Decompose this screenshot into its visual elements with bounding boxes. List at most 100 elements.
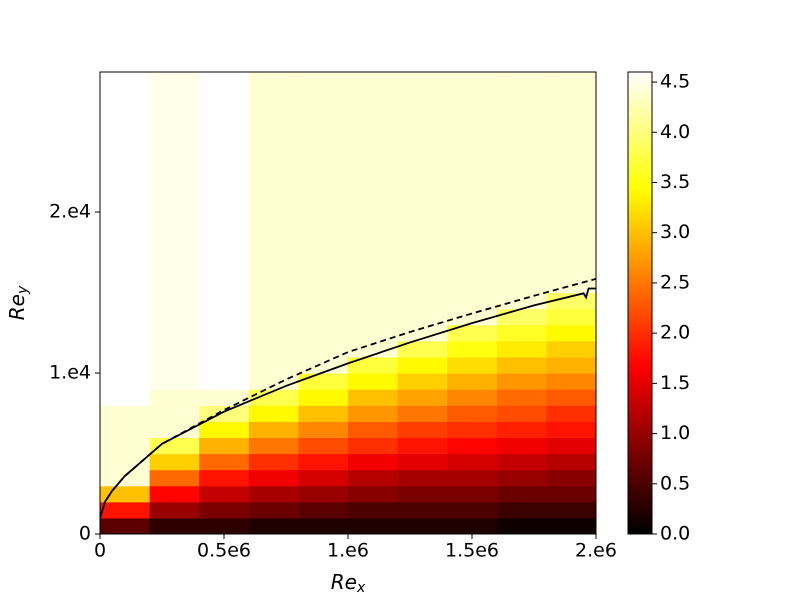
field-cell <box>248 485 299 503</box>
field-cell <box>100 292 151 310</box>
field-cell <box>248 147 299 213</box>
field-cell <box>496 276 547 294</box>
colorbar-tick-label: 1.5 <box>660 372 690 394</box>
field-cell <box>149 437 200 455</box>
field-cell <box>199 453 250 471</box>
field-cell <box>248 389 299 406</box>
field-cell <box>348 453 399 471</box>
x-tick-label: 1.e6 <box>327 540 369 562</box>
field-cell <box>447 212 498 278</box>
field-cell <box>397 517 448 534</box>
field-cell <box>199 517 250 534</box>
y-tick-label: 2.e4 <box>49 201 91 223</box>
field-cell <box>447 469 498 487</box>
field-cell <box>447 324 498 342</box>
field-cell <box>348 292 399 310</box>
contour-line <box>100 287 596 519</box>
field-cell <box>248 212 299 278</box>
field-cell <box>447 517 498 534</box>
field-cell <box>248 501 299 519</box>
field-cell <box>447 453 498 471</box>
field-cell <box>100 324 151 342</box>
field-cell <box>298 405 349 422</box>
field-cell <box>348 147 399 213</box>
field-cell <box>496 437 547 455</box>
field-cell <box>298 437 349 455</box>
field-cell <box>298 356 349 374</box>
field-cell <box>199 485 250 503</box>
field-cell <box>496 517 547 534</box>
field-cell <box>496 72 547 149</box>
field-cell <box>546 308 596 326</box>
field-cell <box>447 308 498 326</box>
colorbar-tick-label: 4.0 <box>660 121 690 143</box>
field-cell <box>100 469 151 487</box>
y-tick-label: 1.e4 <box>49 362 91 384</box>
field-cell <box>199 292 250 310</box>
colorbar-tick-label: 0.5 <box>660 472 690 494</box>
field-cell <box>149 485 200 503</box>
field-cell <box>298 276 349 294</box>
field-cell <box>248 405 299 422</box>
field-cell <box>298 292 349 310</box>
field-cell <box>248 437 299 455</box>
field-cell <box>348 373 399 390</box>
field-cell <box>100 517 151 534</box>
field-cell <box>496 469 547 487</box>
field-cell <box>298 147 349 213</box>
field-cell <box>149 276 200 294</box>
field-cell <box>546 356 596 374</box>
field-cell <box>100 72 151 149</box>
field-cell <box>298 324 349 342</box>
field-cell <box>298 72 349 149</box>
colorbar-tick-label: 1.0 <box>660 422 690 444</box>
field-cell <box>149 421 200 439</box>
field-cell <box>199 324 250 342</box>
colorbar-tick-label: 3.5 <box>660 171 690 193</box>
field-cell <box>100 405 151 422</box>
field-cell <box>199 437 250 455</box>
field-cell <box>397 324 448 342</box>
field-cell <box>298 340 349 358</box>
field-cell <box>298 308 349 326</box>
field-cell <box>199 356 250 374</box>
field-cell <box>546 421 596 439</box>
field-cell <box>397 469 448 487</box>
field-cell <box>298 485 349 503</box>
field-cell <box>546 373 596 390</box>
colorbar-tick-label: 3.0 <box>660 221 690 243</box>
field-cell <box>397 373 448 390</box>
field-cell <box>496 340 547 358</box>
field-cell <box>248 469 299 487</box>
x-tick-label: 1.5e6 <box>445 540 499 562</box>
y-tick-label: 0 <box>79 523 91 545</box>
field-cell <box>496 485 547 503</box>
field-cell <box>348 72 399 149</box>
field-cell <box>199 389 250 406</box>
field-cell <box>348 356 399 374</box>
colorbar-tick-label: 4.5 <box>660 71 690 93</box>
field-cell <box>546 405 596 422</box>
field-cell <box>447 389 498 406</box>
field-cell <box>348 517 399 534</box>
field-cell <box>149 356 200 374</box>
field-cell <box>199 405 250 422</box>
field-cell <box>496 501 547 519</box>
field-cell <box>100 421 151 439</box>
field-cell <box>447 276 498 294</box>
field-cell <box>248 324 299 342</box>
field-cell <box>248 340 299 358</box>
field-cell <box>496 421 547 439</box>
field-cell <box>298 453 349 471</box>
field-cell <box>546 389 596 406</box>
x-tick-label: 2.e6 <box>575 540 617 562</box>
field-cell <box>546 72 596 149</box>
field-cell <box>496 212 547 278</box>
field-cell <box>546 453 596 471</box>
field-cell <box>100 212 151 278</box>
field-cell <box>447 405 498 422</box>
field-cell <box>447 421 498 439</box>
field-cell <box>248 72 299 149</box>
field-cell <box>100 308 151 326</box>
